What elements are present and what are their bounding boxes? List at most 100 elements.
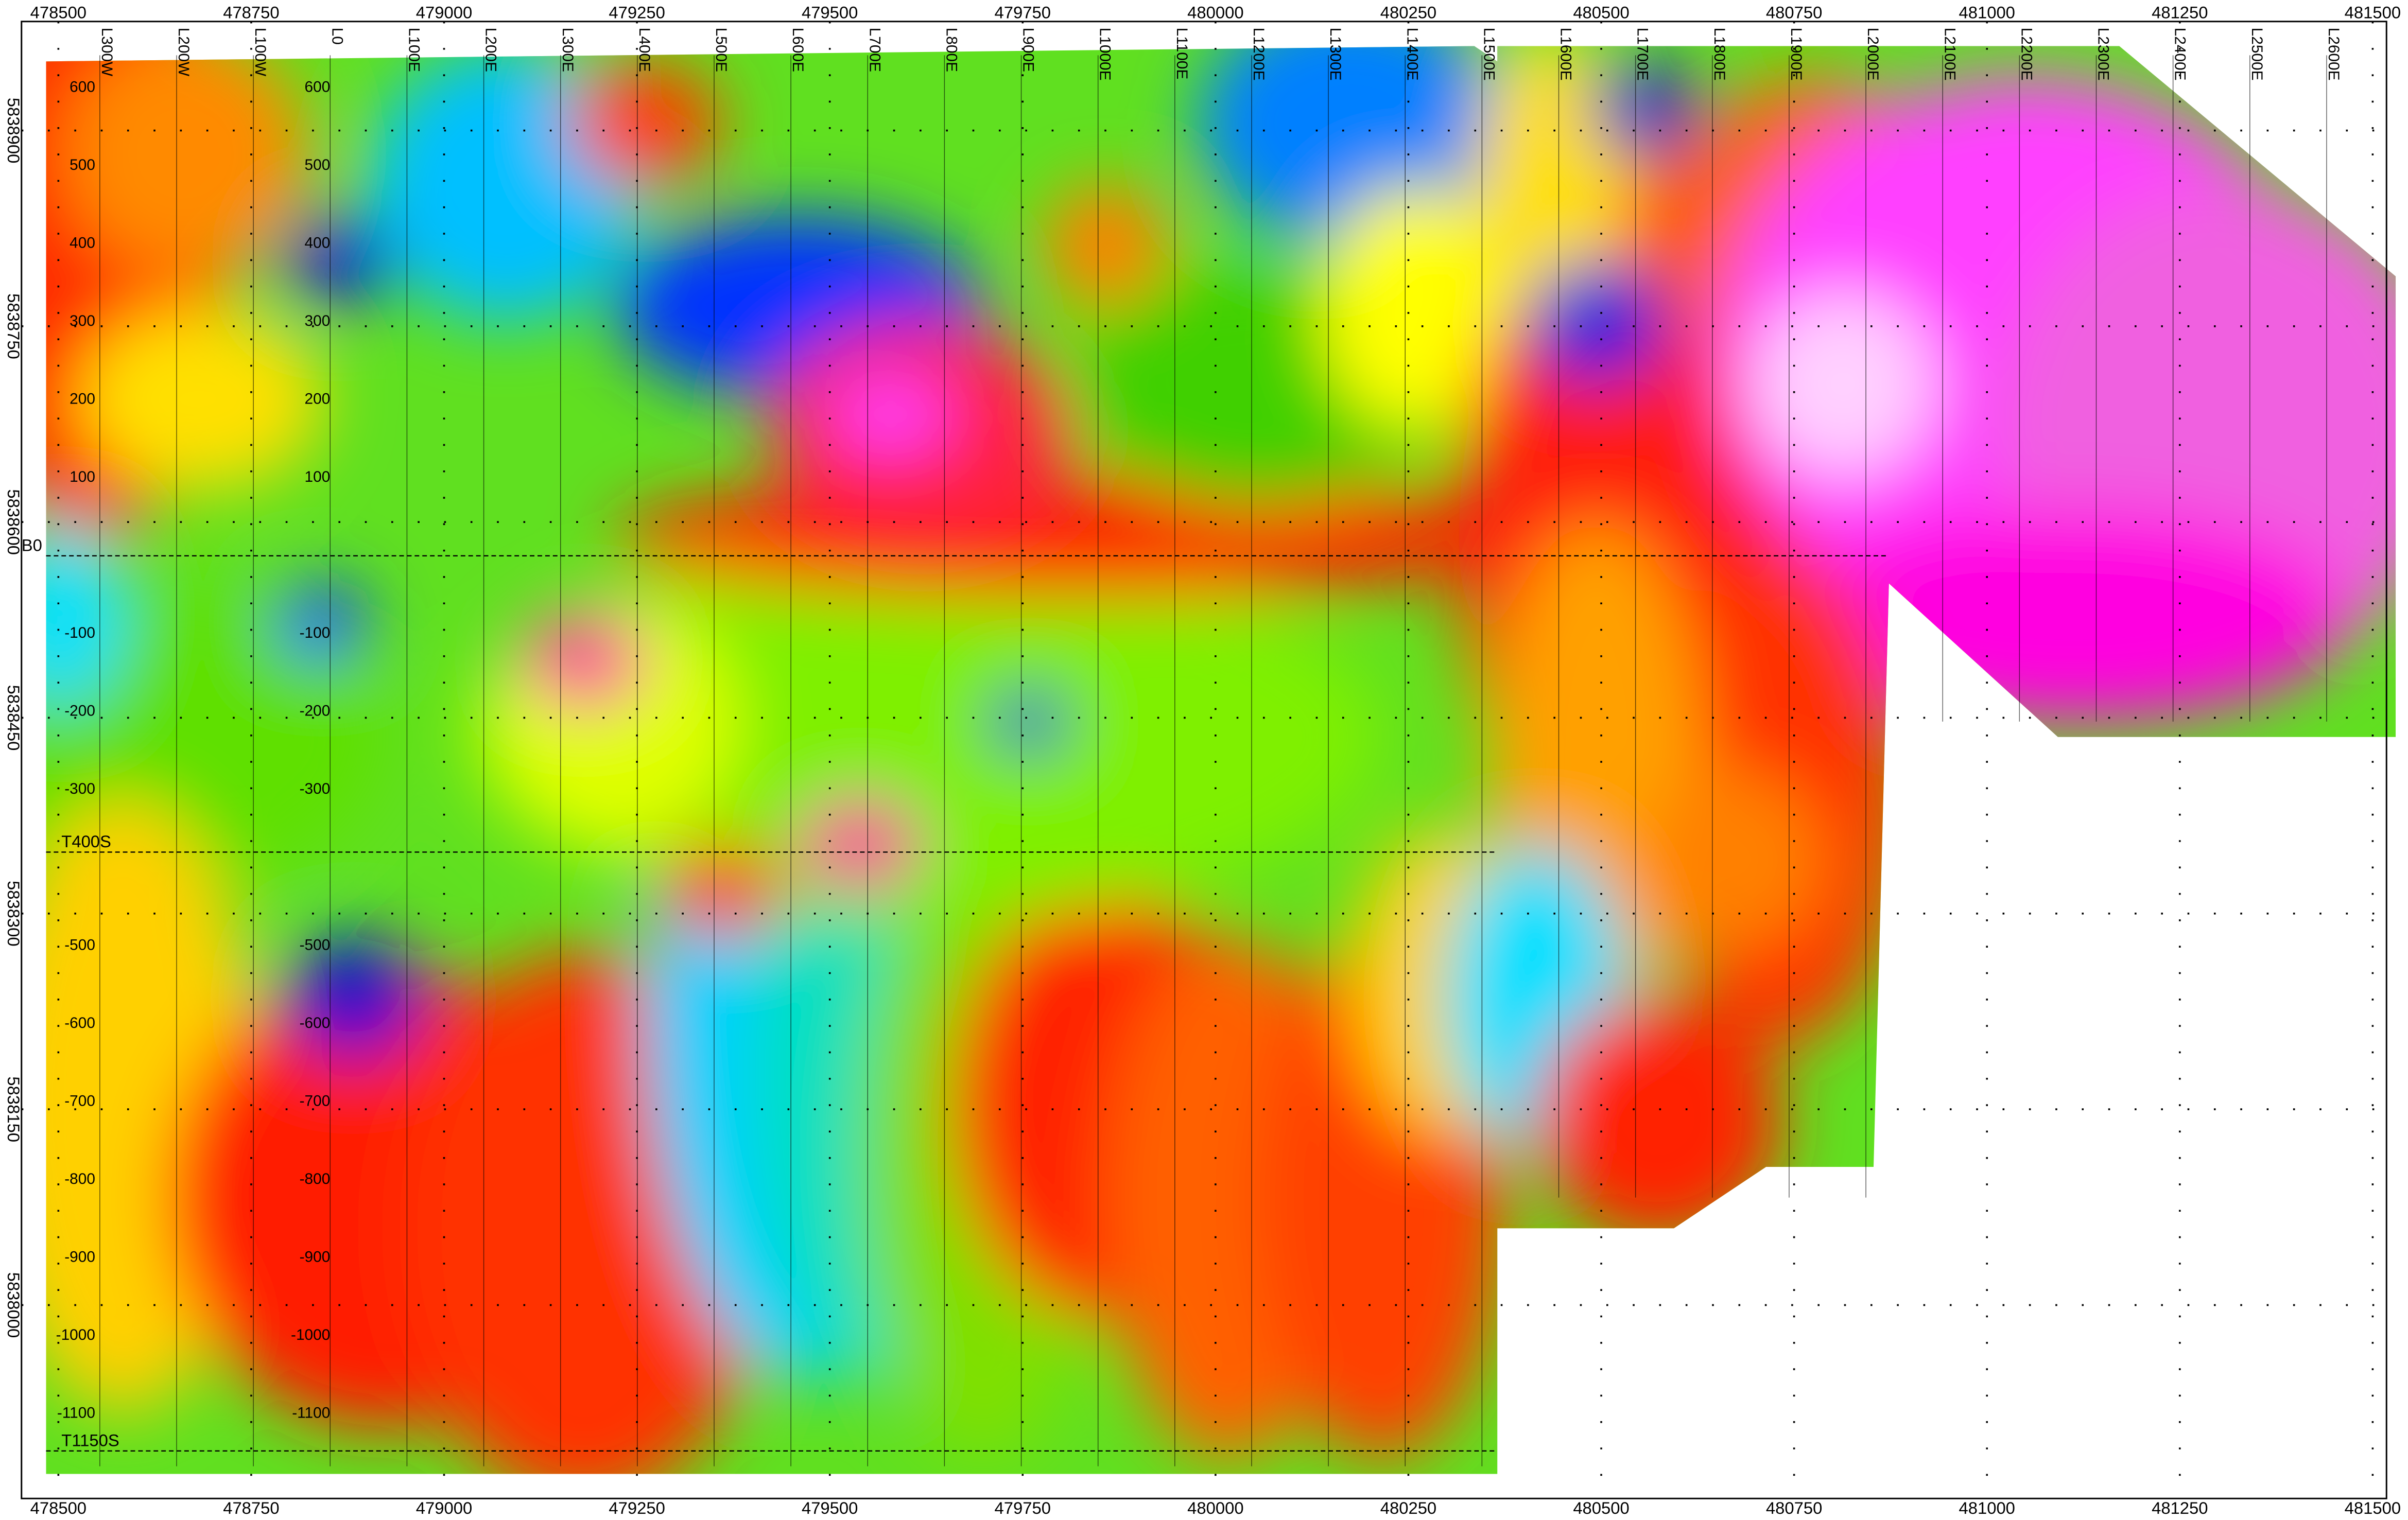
survey-line-label: L1200E — [1250, 28, 1267, 81]
y-tick-label: 5838600 — [4, 489, 23, 555]
x-tick-label: 481500 — [2345, 3, 2401, 22]
survey-line-label: L1700E — [1634, 28, 1651, 81]
station-label: 400 — [305, 235, 331, 252]
x-tick-label: 480250 — [1380, 1498, 1436, 1517]
station-label: -900 — [64, 1248, 95, 1265]
survey-line-label: L2400E — [2172, 28, 2189, 81]
x-tick-label: 479000 — [416, 1498, 472, 1517]
station-label: 600 — [305, 78, 331, 95]
y-tick-label: 5838300 — [4, 881, 23, 947]
survey-line-label: L2600E — [2325, 28, 2342, 81]
anomaly — [568, 61, 722, 184]
survey-line-label: L0 — [328, 28, 345, 45]
station-label: 200 — [305, 391, 331, 408]
x-tick-label: 479250 — [609, 1498, 665, 1517]
anomaly — [1751, 292, 1935, 476]
survey-line-label: L1400E — [1404, 28, 1420, 81]
x-tick-label: 481000 — [1959, 1498, 2015, 1517]
survey-line-label: L2200E — [2018, 28, 2035, 81]
survey-line-label: L300W — [98, 28, 115, 77]
survey-line-label: L1800E — [1711, 28, 1728, 81]
survey-line-label: L1600E — [1557, 28, 1574, 81]
station-label: 500 — [305, 156, 331, 173]
x-tick-label: 480000 — [1187, 1498, 1243, 1517]
anomaly — [284, 215, 392, 307]
station-label: 400 — [70, 235, 95, 252]
station-label: 500 — [70, 156, 95, 173]
x-tick-label: 480000 — [1187, 3, 1243, 22]
survey-line-label: L100E — [405, 28, 422, 72]
x-tick-label: 478750 — [223, 1498, 279, 1517]
station-label: -800 — [300, 1170, 331, 1187]
anomaly — [1528, 261, 1666, 384]
station-label: -1000 — [56, 1326, 95, 1343]
y-tick-label: 5838900 — [4, 98, 23, 164]
station-label: -200 — [300, 703, 331, 720]
x-tick-label: 480500 — [1573, 1498, 1629, 1517]
anomaly — [991, 691, 1067, 752]
survey-line-label: L900E — [1020, 28, 1037, 72]
x-tick-label: 479500 — [802, 1498, 858, 1517]
x-tick-label: 479750 — [995, 1498, 1051, 1517]
station-label: -600 — [300, 1015, 331, 1032]
x-tick-label: 479250 — [609, 3, 665, 22]
survey-line-label: L500E — [713, 28, 730, 72]
y-tick-label: 5838450 — [4, 685, 23, 751]
station-label: 100 — [70, 468, 95, 485]
station-label: -100 — [300, 624, 331, 641]
x-tick-label: 478500 — [30, 1498, 86, 1517]
survey-line-label: L1100E — [1173, 28, 1190, 80]
anomaly — [829, 376, 952, 453]
station-label: 100 — [305, 468, 331, 485]
station-label: -1100 — [292, 1404, 330, 1421]
x-tick-label: 480750 — [1766, 3, 1822, 22]
survey-line-label: L2300E — [2095, 28, 2112, 81]
survey-line-label: L1900E — [1788, 28, 1805, 81]
anomaly — [77, 307, 322, 492]
x-tick-label: 479000 — [416, 3, 472, 22]
traverse-label: B0 — [22, 536, 42, 555]
station-label: -800 — [64, 1170, 95, 1187]
anomaly — [614, 476, 1536, 599]
y-tick-label: 5838750 — [4, 293, 23, 359]
station-label: -600 — [64, 1015, 95, 1032]
page: {"map": { "x_ticks": [478500, 478750, 47… — [0, 0, 2408, 1520]
station-label: -100 — [64, 624, 95, 641]
traverse-label: T400S — [61, 832, 111, 851]
station-label: -300 — [64, 780, 95, 797]
survey-line-label: L2000E — [1864, 28, 1881, 81]
x-tick-label: 479750 — [995, 3, 1051, 22]
station-label: -900 — [300, 1248, 331, 1265]
contour-map: 4785004785004787504787504790004790004792… — [0, 0, 2408, 1520]
survey-line-label: L600E — [789, 28, 806, 72]
x-tick-label: 480250 — [1380, 3, 1436, 22]
station-label: -700 — [64, 1092, 95, 1109]
anomaly — [799, 798, 922, 890]
survey-line-label: L1500E — [1480, 28, 1497, 81]
x-tick-label: 481000 — [1959, 3, 2015, 22]
station-label: -200 — [64, 703, 95, 720]
station-label: -500 — [300, 936, 331, 953]
survey-line-label: L2100E — [1941, 28, 1958, 81]
traverse-label: T1150S — [61, 1431, 119, 1450]
anomaly — [661, 845, 784, 937]
x-tick-label: 480750 — [1766, 1498, 1822, 1517]
survey-line-label: L2500E — [2248, 28, 2265, 81]
x-tick-label: 480500 — [1573, 3, 1629, 22]
x-tick-label: 479500 — [802, 3, 858, 22]
station-label: -1000 — [291, 1326, 330, 1343]
anomaly — [276, 583, 369, 660]
anomaly — [522, 614, 645, 706]
station-label: 200 — [70, 391, 95, 408]
survey-line-label: L200W — [175, 28, 192, 77]
station-label: -300 — [300, 780, 331, 797]
anomaly — [284, 937, 422, 1060]
survey-line-label: L700E — [866, 28, 883, 72]
x-tick-label: 481250 — [2152, 3, 2208, 22]
survey-line-label: L400E — [636, 28, 653, 72]
x-tick-label: 481250 — [2152, 1498, 2208, 1517]
station-label: -1100 — [57, 1404, 95, 1421]
survey-line-label: L300E — [559, 28, 576, 72]
survey-line-label: L1300E — [1327, 28, 1344, 81]
station-label: 600 — [70, 78, 95, 95]
